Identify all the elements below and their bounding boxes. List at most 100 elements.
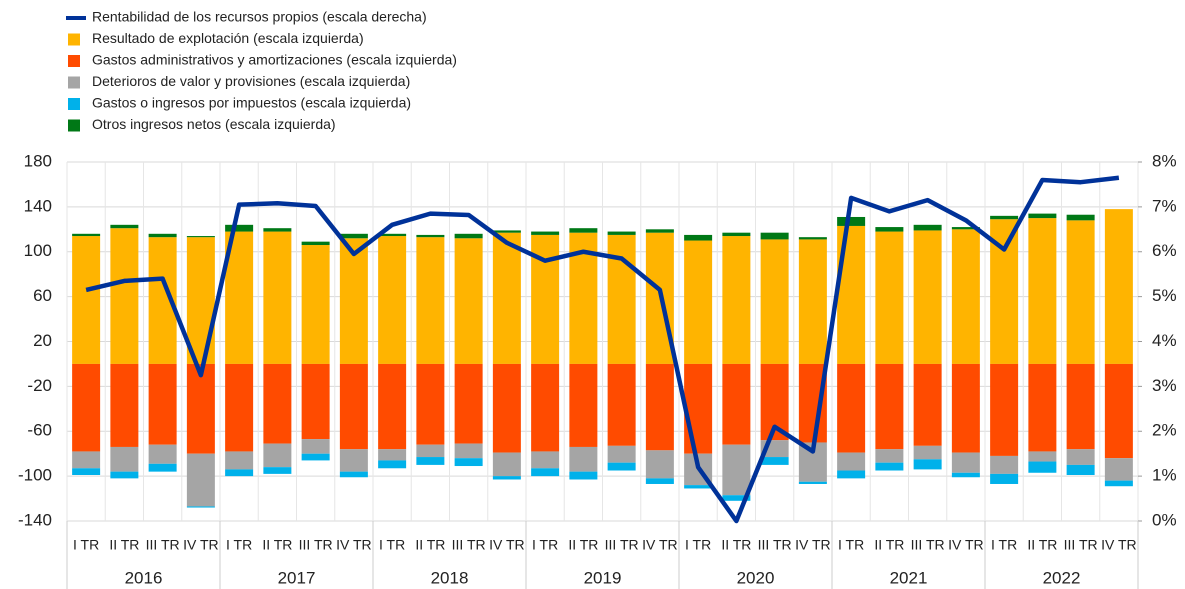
bar-segment: [951, 363, 980, 453]
x-tick-label: I TR: [532, 537, 558, 553]
group-label: 2020: [737, 568, 775, 587]
x-tick-label: IV TR: [489, 537, 525, 553]
bar-segment: [531, 468, 560, 477]
legend-swatch: [68, 55, 80, 67]
bar-segment: [378, 460, 407, 469]
x-tick-label: I TR: [73, 537, 99, 553]
y2-tick-label: 0%: [1152, 510, 1177, 529]
bar-segment: [607, 462, 636, 471]
bar-segment: [301, 453, 330, 461]
x-tick-label: III TR: [299, 537, 333, 553]
legend-label: Deterioros de valor y provisiones (escal…: [92, 73, 410, 89]
bar-segment: [1028, 218, 1057, 364]
bar-segment: [607, 445, 636, 463]
bar-segment: [339, 238, 368, 364]
bar-segment: [148, 444, 177, 464]
bar-segment: [1066, 220, 1095, 364]
bar-segment: [990, 455, 1019, 474]
y2-tick-label: 5%: [1152, 286, 1177, 305]
bar-segment: [492, 452, 521, 477]
bar-segment: [186, 453, 215, 507]
y-tick-label: 180: [24, 151, 52, 170]
bar-segment: [607, 231, 636, 235]
bar-segment: [225, 224, 254, 232]
bar-segment: [416, 444, 445, 458]
bar-segment: [416, 363, 445, 445]
y-tick-label: -100: [18, 466, 52, 485]
bar-segment: [72, 233, 101, 237]
bar-segment: [569, 228, 598, 233]
x-tick-label: I TR: [379, 537, 405, 553]
bar-segment: [225, 469, 254, 477]
bar-segment: [186, 236, 215, 238]
bar-segment: [1066, 464, 1095, 476]
bar-segment: [110, 446, 139, 472]
bar-segment: [990, 473, 1019, 484]
y-tick-label: 20: [33, 331, 52, 350]
bar-segment: [760, 232, 789, 240]
bar-segment: [186, 363, 215, 454]
bar-segment: [1104, 209, 1133, 364]
bar-segment: [339, 233, 368, 239]
bar-segment: [531, 231, 560, 235]
bar-segment: [645, 478, 674, 484]
bar-segment: [110, 363, 139, 447]
bar-segment: [531, 363, 560, 452]
bar-segment: [722, 444, 751, 496]
bar-segment: [798, 481, 827, 484]
bar-segment: [225, 363, 254, 452]
group-label: 2016: [125, 568, 163, 587]
x-tick-label: I TR: [838, 537, 864, 553]
x-tick-label: I TR: [685, 537, 711, 553]
group-label: 2021: [890, 568, 928, 587]
bar-segment: [301, 245, 330, 364]
bar-segment: [837, 363, 866, 453]
y2-tick-label: 2%: [1152, 421, 1177, 440]
x-tick-label: II TR: [109, 537, 139, 553]
bar-segment: [378, 449, 407, 461]
bar-segment: [990, 215, 1019, 220]
bar-segment: [454, 233, 483, 239]
bar-segment: [454, 363, 483, 444]
x-tick-label: IV TR: [183, 537, 219, 553]
x-tick-label: III TR: [452, 537, 486, 553]
bar-segment: [492, 232, 521, 364]
bar-segment: [569, 471, 598, 480]
bar-segment: [875, 227, 904, 232]
bar-segment: [339, 471, 368, 478]
bar-segment: [186, 506, 215, 508]
y-tick-label: 60: [33, 286, 52, 305]
bar-segment: [378, 236, 407, 364]
bar-segment: [263, 231, 292, 364]
bar-segment: [875, 363, 904, 450]
bar-segment: [492, 476, 521, 480]
bar-segment: [72, 451, 101, 469]
bar-segment: [875, 231, 904, 364]
x-tick-label: III TR: [605, 537, 639, 553]
bar-segment: [1028, 213, 1057, 219]
bar-segment: [798, 237, 827, 240]
bar-segment: [645, 363, 674, 451]
bar-segment: [684, 485, 713, 489]
bar-segment: [760, 239, 789, 364]
legend-label: Rentabilidad de los recursos propios (es…: [92, 9, 427, 25]
x-tick-label: III TR: [758, 537, 792, 553]
bar-segment: [913, 445, 942, 460]
bar-segment: [454, 458, 483, 467]
bar-segment: [1028, 461, 1057, 473]
bar-segment: [607, 363, 636, 446]
bar-segment: [1028, 451, 1057, 462]
bar-segment: [72, 468, 101, 476]
bar-segment: [722, 236, 751, 364]
bar-segment: [263, 363, 292, 444]
y2-tick-label: 1%: [1152, 466, 1177, 485]
bar-segment: [263, 228, 292, 232]
y2-tick-label: 7%: [1152, 196, 1177, 215]
bar-segment: [416, 457, 445, 465]
x-tick-label: III TR: [146, 537, 180, 553]
bar-segment: [378, 363, 407, 450]
bar-segment: [913, 224, 942, 231]
bar-segment: [569, 446, 598, 472]
bar-segment: [837, 216, 866, 226]
legend-swatch: [68, 33, 80, 46]
